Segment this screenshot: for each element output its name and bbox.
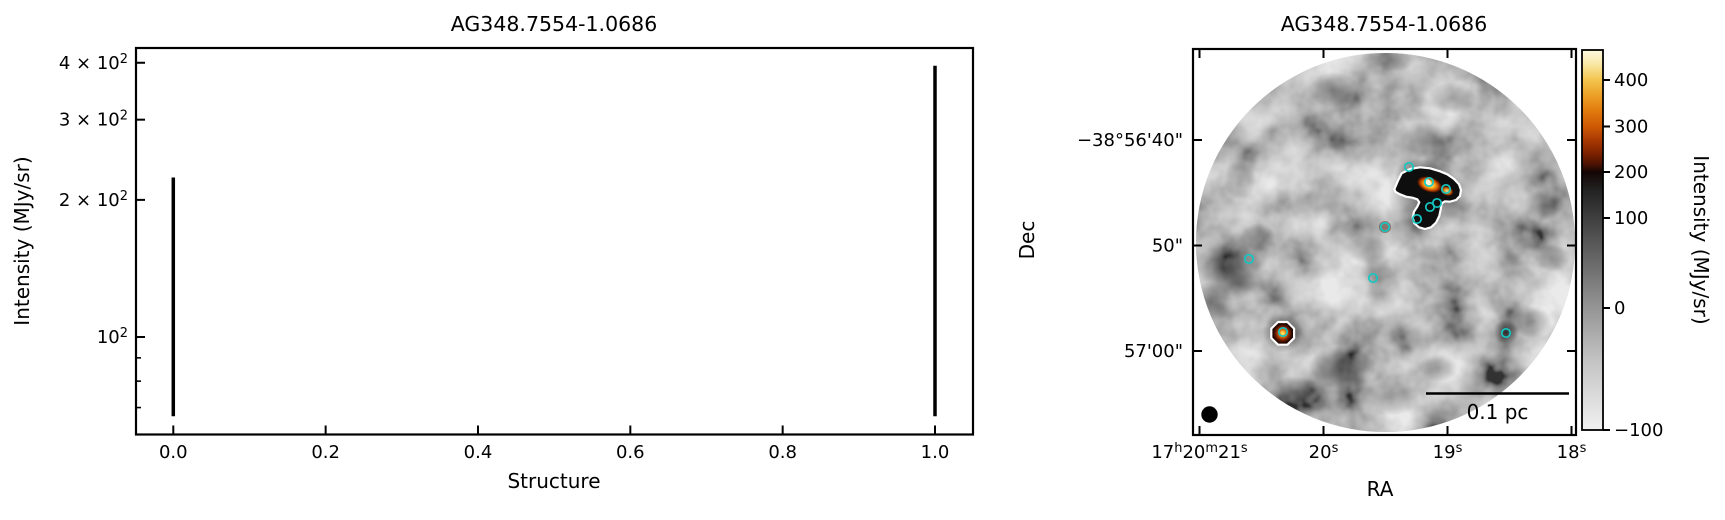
source-marker [1367,272,1379,284]
left-panel-title: AG348.7554-1.0686 [450,12,658,36]
colorbar [1581,49,1604,431]
map-axes-frame [1191,47,1578,437]
colorbar-tick-label: 100 [1614,208,1648,229]
ra-tick-label: 19s [1433,441,1463,463]
source-marker [1277,326,1289,338]
y-tick-label: 102 [97,326,128,348]
source-marker [1411,213,1423,225]
x-tick-label: 0.8 [768,442,797,463]
bright-clump-main [1388,159,1468,232]
x-tick-label: 0.2 [311,442,340,463]
left-x-axis-label: Structure [507,469,601,493]
x-tick-label: 1.0 [921,442,950,463]
ra-tick-label: 20s [1309,441,1339,463]
y-tick-label: 4 × 102 [59,52,128,74]
ra-axis-label: RA [1366,477,1394,501]
dec-tick-label: −38°56'40" [1077,130,1183,151]
colorbar-tick-label: 400 [1614,70,1648,91]
axes-layer: 0.0 0.2 0.4 0.6 0.8 1.0 102 2 × 102 3 × 102 4 × 1… [59,46,1663,463]
dark-compact-source [1493,319,1519,345]
sky-map [1196,53,1575,432]
ra-tick-label: 18s [1557,441,1587,463]
source-marker [1423,176,1435,188]
colorbar-label: Intensity (MJy/sr) [1689,155,1713,325]
source-marker [1500,327,1512,339]
clump2-contour [1270,320,1296,346]
source-marker [1440,183,1452,195]
left-y-axis-label: Intensity (MJy/sr) [10,156,34,326]
bright-clump-secondary [1263,313,1303,353]
colorbar-tick-label: 300 [1614,117,1648,138]
dec-axis-label: Dec [1015,220,1039,260]
x-tick-label: 0.4 [464,442,493,463]
scalebar-label: 0.1 pc [1467,400,1529,424]
source-marker [1403,161,1415,173]
y-tick-label: 3 × 102 [59,109,128,131]
colorbar-tick-label: 200 [1614,162,1648,183]
colorbar-tick-label: 0 [1614,298,1625,319]
beam-indicator [1201,406,1218,423]
left-axes-frame [134,46,975,436]
source-marker [1379,221,1391,233]
dec-tick-label: 50" [1152,236,1183,257]
clump-contour [1393,166,1463,231]
x-tick-label: 0.6 [616,442,645,463]
dec-tick-label: 57'00" [1124,341,1183,362]
source-marker [1243,253,1255,265]
ra-tick-label: 17h20m21s [1151,441,1248,463]
x-tick-label: 0.0 [159,442,188,463]
colorbar-tick-label: −100 [1614,420,1663,441]
y-tick-label: 2 × 102 [59,189,128,211]
source-marker [1424,201,1436,213]
right-panel-title: AG348.7554-1.0686 [1280,12,1488,36]
